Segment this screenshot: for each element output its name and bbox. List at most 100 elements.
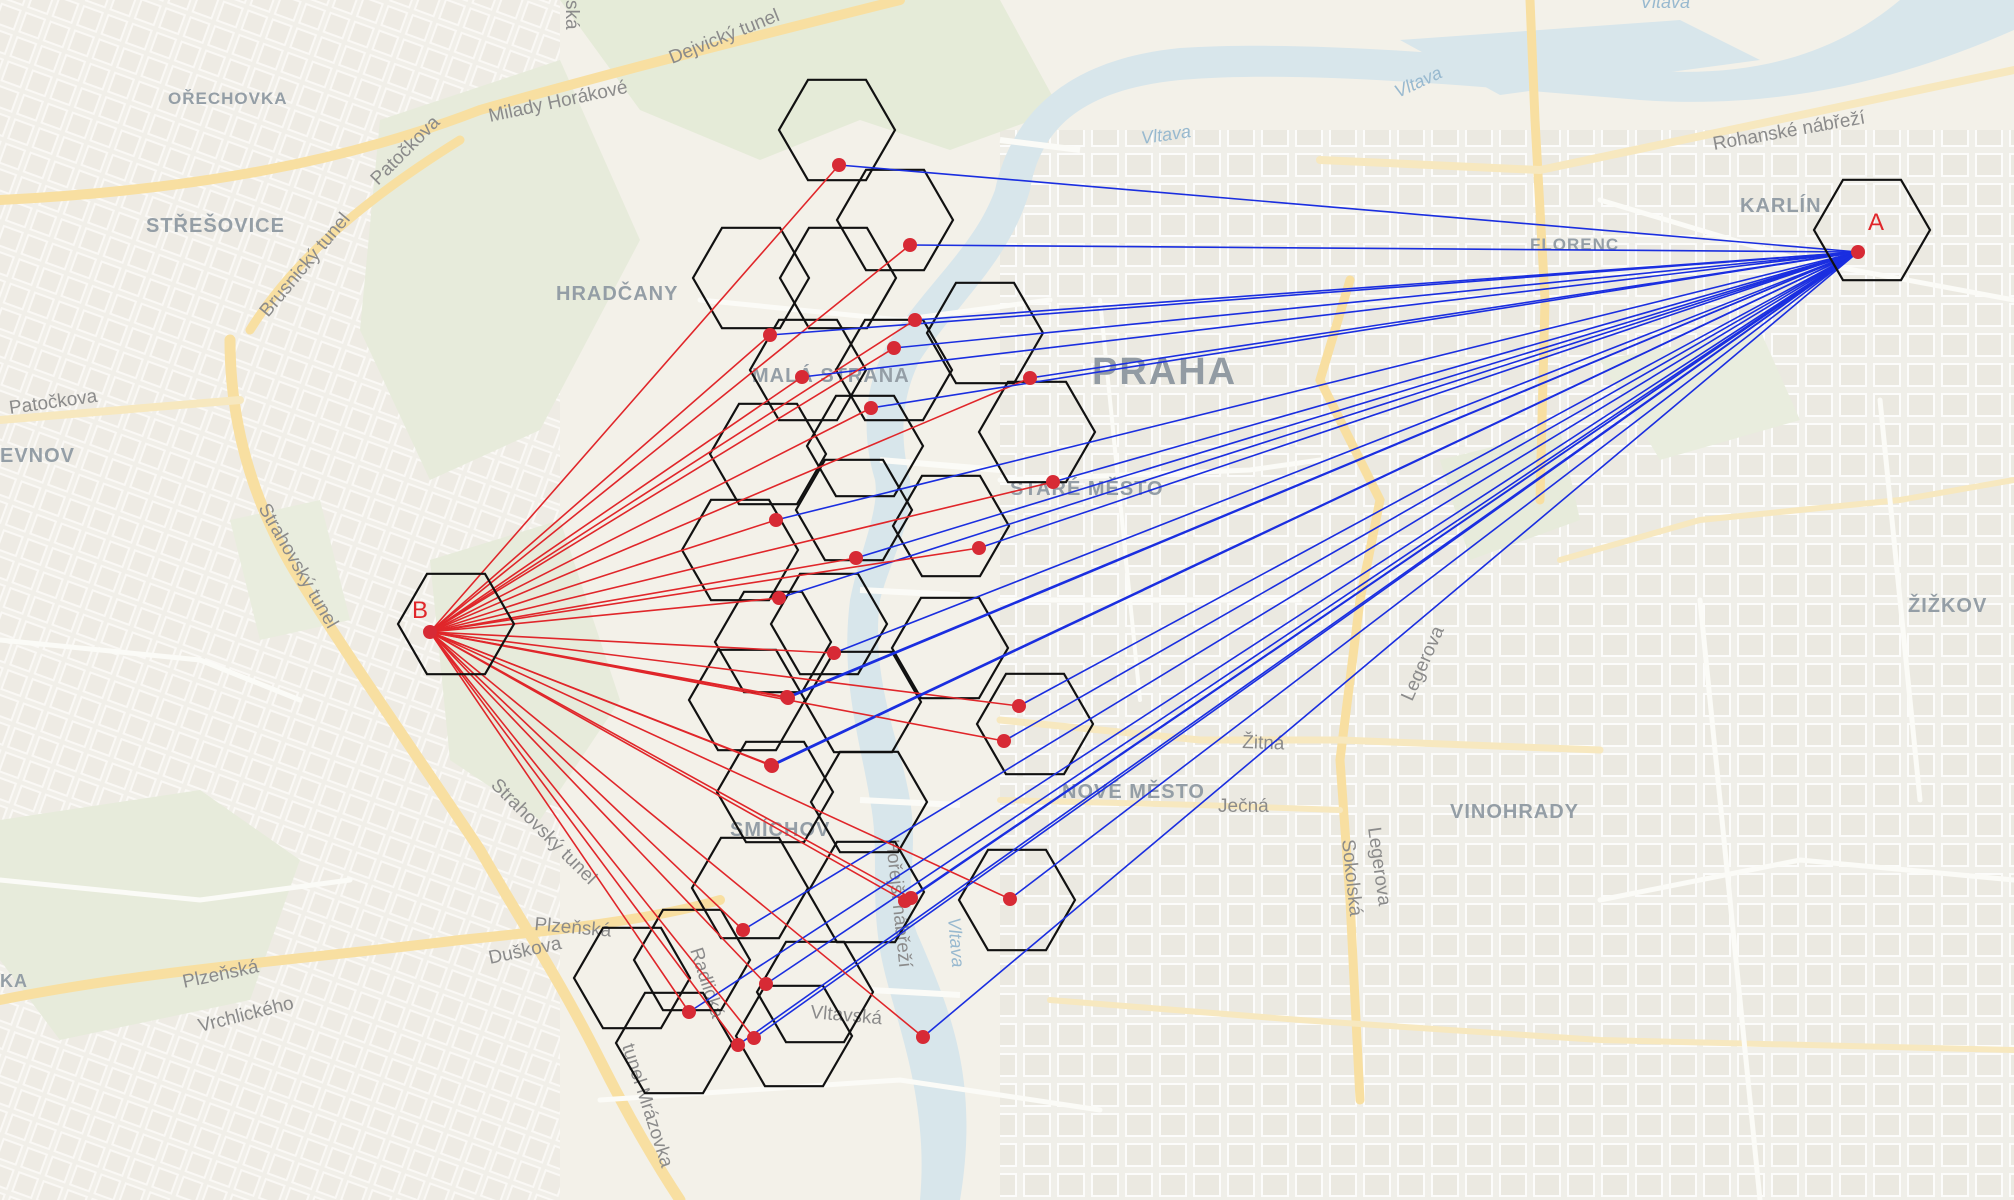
connection-line-b bbox=[429, 631, 744, 931]
hex-cell[interactable] bbox=[975, 672, 1095, 776]
endpoint-b-point[interactable] bbox=[423, 625, 437, 639]
centroid-point[interactable] bbox=[764, 758, 778, 772]
connection-line-b bbox=[429, 334, 771, 633]
connection-line-a bbox=[1052, 251, 1859, 483]
hex-cell[interactable] bbox=[835, 168, 955, 272]
connection-line-a bbox=[893, 251, 1859, 349]
hex-cell[interactable] bbox=[890, 596, 1010, 700]
connection-line-b bbox=[429, 519, 777, 633]
connection-line-a bbox=[786, 251, 1859, 698]
centroid-point[interactable] bbox=[769, 513, 783, 527]
endpoint-b[interactable]: B bbox=[396, 572, 516, 676]
hex-cell[interactable] bbox=[755, 940, 875, 1044]
hex-cell[interactable] bbox=[977, 380, 1097, 484]
connection-line-b bbox=[429, 631, 690, 1013]
hex-cell[interactable] bbox=[572, 926, 692, 1030]
endpoint-b-hex[interactable] bbox=[396, 572, 516, 676]
centroid-point[interactable] bbox=[747, 1031, 761, 1045]
connection-line-a bbox=[770, 251, 1859, 766]
connection-line-a bbox=[1018, 251, 1859, 707]
hex-cell[interactable] bbox=[715, 740, 835, 844]
hex-centroids bbox=[423, 158, 1865, 1052]
connection-line-a bbox=[765, 251, 1859, 985]
endpoint-a-label: A bbox=[1868, 209, 1884, 236]
connection-line-a bbox=[855, 251, 1859, 559]
centroid-point[interactable] bbox=[731, 1038, 745, 1052]
centroid-point[interactable] bbox=[1012, 699, 1026, 713]
centroid-point[interactable] bbox=[682, 1005, 696, 1019]
centroid-point[interactable] bbox=[997, 734, 1011, 748]
water-label: Vltava bbox=[944, 917, 968, 969]
district-label: ŽIŽKOV bbox=[1908, 593, 1987, 617]
centroid-point[interactable] bbox=[736, 923, 750, 937]
connection-line-b bbox=[429, 547, 980, 633]
hex-cell[interactable] bbox=[805, 394, 925, 498]
endpoint-a-point[interactable] bbox=[1851, 245, 1865, 259]
hex-cell[interactable] bbox=[734, 984, 854, 1088]
centroid-point[interactable] bbox=[887, 341, 901, 355]
centroid-point[interactable] bbox=[780, 690, 794, 704]
centroid-point[interactable] bbox=[972, 541, 986, 555]
hex-cell[interactable] bbox=[748, 318, 868, 422]
district-label: KARLÍN bbox=[1740, 194, 1822, 217]
hex-cell[interactable] bbox=[925, 281, 1045, 385]
hex-cell[interactable] bbox=[809, 750, 929, 854]
connection-line-a bbox=[914, 251, 1859, 321]
connection-line-a bbox=[778, 251, 1859, 599]
connection-line-b bbox=[429, 631, 772, 766]
centroid-point[interactable] bbox=[904, 891, 918, 905]
connection-lines bbox=[429, 164, 1859, 1046]
hex-cell[interactable] bbox=[769, 572, 889, 676]
connection-line-b bbox=[429, 164, 840, 633]
centroid-point[interactable] bbox=[763, 328, 777, 342]
centroid-point[interactable] bbox=[827, 646, 841, 660]
hex-cell[interactable] bbox=[690, 836, 810, 940]
connection-line-b bbox=[429, 631, 1011, 900]
centroid-point[interactable] bbox=[864, 401, 878, 415]
connection-line-b bbox=[429, 631, 835, 654]
connection-line-a bbox=[737, 251, 1859, 1046]
centroid-point[interactable] bbox=[1003, 892, 1017, 906]
hex-cell[interactable] bbox=[777, 78, 897, 182]
district-label: HRADČANY bbox=[556, 281, 678, 305]
street-label: Ječná bbox=[1218, 796, 1269, 817]
hex-cell[interactable] bbox=[708, 402, 828, 506]
connection-line-b bbox=[429, 631, 924, 1038]
district-label: STŘEŠOVICE bbox=[146, 213, 285, 237]
centroid-point[interactable] bbox=[1046, 475, 1060, 489]
hex-cell[interactable] bbox=[794, 458, 914, 562]
connection-line-a bbox=[1009, 251, 1859, 900]
connection-line-a bbox=[775, 251, 1859, 521]
connection-line-b bbox=[429, 347, 895, 633]
centroid-point[interactable] bbox=[1023, 371, 1037, 385]
centroid-point[interactable] bbox=[832, 158, 846, 172]
connection-line-b bbox=[429, 319, 916, 633]
connection-line-a bbox=[922, 251, 1859, 1038]
district-label: OŘECHOVKA bbox=[168, 89, 288, 108]
endpoint-b-label: B bbox=[412, 597, 428, 624]
connection-line-b bbox=[429, 407, 872, 633]
hex-cell[interactable] bbox=[891, 474, 1011, 578]
centroid-point[interactable] bbox=[759, 977, 773, 991]
centroid-point[interactable] bbox=[916, 1030, 930, 1044]
hex-cell[interactable] bbox=[691, 226, 811, 330]
centroid-point[interactable] bbox=[772, 591, 786, 605]
centroid-point[interactable] bbox=[903, 238, 917, 252]
connection-line-b bbox=[429, 631, 912, 899]
connection-line-b bbox=[429, 244, 911, 633]
centroid-point[interactable] bbox=[849, 551, 863, 565]
connection-line-b bbox=[429, 631, 739, 1046]
hex-cell[interactable] bbox=[806, 840, 926, 944]
centroid-point[interactable] bbox=[795, 370, 809, 384]
hex-cell[interactable] bbox=[614, 991, 734, 1095]
hex-cell[interactable] bbox=[957, 848, 1077, 952]
connection-line-b bbox=[429, 557, 857, 633]
endpoint-a-hex[interactable] bbox=[1812, 178, 1932, 282]
centroid-point[interactable] bbox=[908, 313, 922, 327]
bridges bbox=[859, 137, 1081, 998]
endpoint-a[interactable]: A bbox=[1812, 178, 1932, 282]
connection-line-a bbox=[1003, 251, 1859, 742]
